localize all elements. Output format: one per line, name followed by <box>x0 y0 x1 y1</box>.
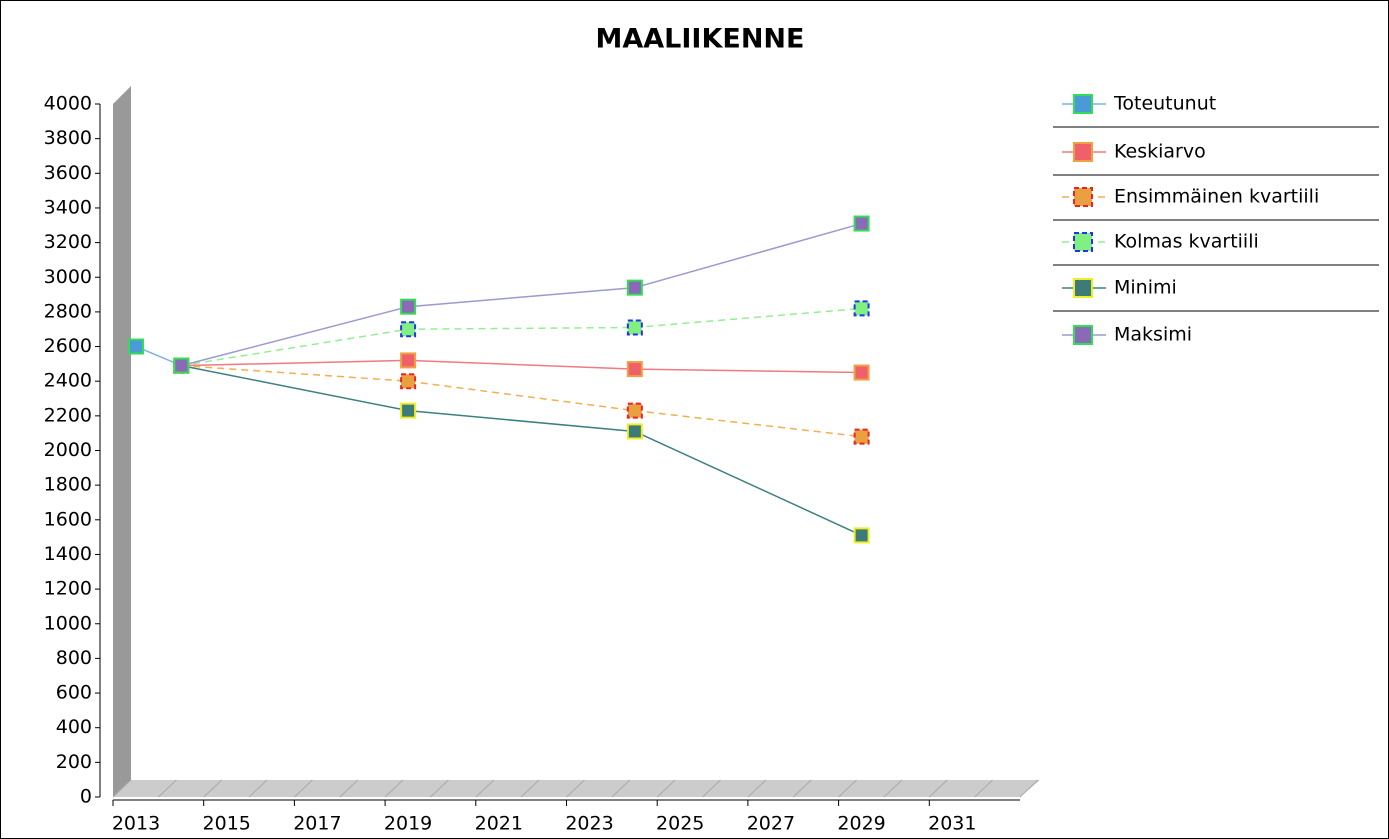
floor-line <box>611 779 631 798</box>
x-tick-label: 2025 <box>656 813 704 835</box>
legend-label: Minimi <box>1114 277 1177 299</box>
floor-line <box>883 779 903 798</box>
legend-label: Toteutunut <box>1113 93 1216 115</box>
y-tick-label: 1400 <box>44 543 92 565</box>
floor-line <box>430 779 449 798</box>
x-tick-label: 2021 <box>475 813 523 835</box>
floor-line <box>1019 779 1039 798</box>
floor-line <box>248 779 268 798</box>
legend-marker <box>1073 94 1093 114</box>
point <box>626 361 643 378</box>
y-tick-label: 3000 <box>44 266 92 288</box>
y-tick-label: 3400 <box>44 196 92 218</box>
y-tick-label: 2800 <box>44 300 92 322</box>
x-tick-label: 2031 <box>928 813 976 835</box>
point <box>173 357 190 374</box>
legend-marker <box>1073 325 1093 345</box>
y-tick-label: 3600 <box>44 162 92 184</box>
legend-marker <box>1073 187 1093 207</box>
point <box>400 402 417 419</box>
y-tick-label: 4000 <box>44 93 92 115</box>
floor-line <box>566 779 585 798</box>
y-tick-label: 2200 <box>44 404 92 426</box>
floor-line <box>384 779 404 798</box>
y-tick-label: 1200 <box>44 578 92 600</box>
floor-line <box>702 779 721 798</box>
series-line <box>181 307 862 367</box>
floor-line <box>838 779 857 798</box>
x-tick-label: 2023 <box>565 813 613 835</box>
y-tick-label: 1000 <box>44 612 92 634</box>
point <box>400 298 417 315</box>
floor-line <box>520 779 540 798</box>
point <box>400 373 417 390</box>
legend-label: Ensimmäinen kvartiili <box>1114 186 1319 208</box>
floor-line <box>928 779 948 798</box>
floor-line <box>656 779 676 798</box>
floor-line <box>339 779 359 798</box>
y-tick-label: 1800 <box>44 474 92 496</box>
point <box>400 321 417 338</box>
y-tick-label: 2400 <box>44 370 92 392</box>
y-tick-label: 2000 <box>44 439 92 461</box>
series-line <box>181 222 862 367</box>
point <box>626 279 643 296</box>
y-tick-label: 2600 <box>44 335 92 357</box>
series-line <box>181 359 862 374</box>
x-tick-label: 2019 <box>384 813 432 835</box>
legend-marker <box>1073 142 1093 162</box>
point <box>626 402 643 419</box>
floor-line <box>294 779 313 798</box>
x-tick-label: 2015 <box>203 813 251 835</box>
y-tick-label: 200 <box>56 751 92 773</box>
legend-label: Maksimi <box>1114 324 1192 346</box>
legend-marker <box>1073 278 1093 298</box>
floor-line <box>747 779 767 798</box>
legend-marker <box>1073 232 1093 252</box>
x-tick-label: 2017 <box>293 813 341 835</box>
series-line <box>181 364 862 537</box>
floor-line <box>158 779 177 798</box>
y-tick-label: 400 <box>56 716 92 738</box>
y-tick-label: 3200 <box>44 231 92 253</box>
point <box>853 428 870 445</box>
x-tick-label: 2013 <box>112 813 160 835</box>
floor-line <box>974 779 993 798</box>
wall <box>113 86 131 797</box>
legend-label: Keskiarvo <box>1114 141 1206 163</box>
point <box>853 527 870 544</box>
point <box>128 338 144 355</box>
floor-line <box>112 779 132 798</box>
legend-label: Kolmas kvartiili <box>1114 231 1259 253</box>
point <box>853 215 870 232</box>
point <box>626 319 643 336</box>
x-tick-label: 2027 <box>747 813 795 835</box>
x-tick-label: 2029 <box>837 813 885 835</box>
y-tick-label: 800 <box>56 647 92 669</box>
y-tick-label: 3800 <box>44 127 92 149</box>
floor-line <box>203 779 223 798</box>
point <box>853 300 870 317</box>
chart-title: MAALIIKENNE <box>596 24 805 55</box>
series-line <box>181 364 862 438</box>
point <box>626 423 643 440</box>
y-tick-label: 0 <box>80 786 92 808</box>
y-tick-label: 1600 <box>44 508 92 530</box>
floor-line <box>792 779 812 798</box>
point <box>400 352 417 369</box>
y-tick-label: 600 <box>56 682 92 704</box>
point <box>853 364 870 381</box>
floor-line <box>475 779 495 798</box>
